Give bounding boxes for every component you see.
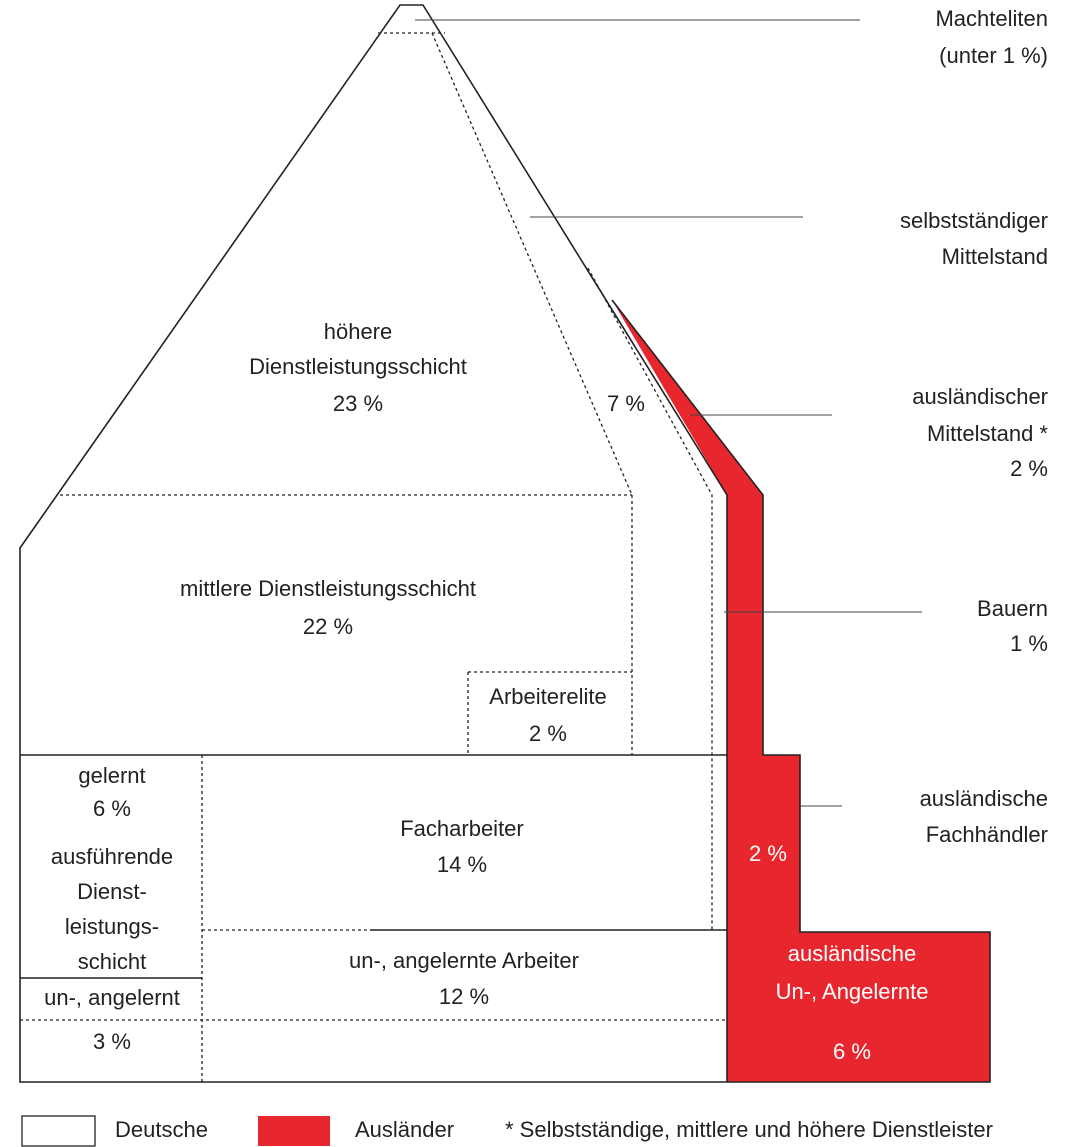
label: höhere bbox=[324, 319, 393, 344]
label: (unter 1 %) bbox=[939, 43, 1048, 68]
label: Ausländer bbox=[355, 1117, 454, 1142]
label: 23 % bbox=[333, 391, 383, 416]
label: mittlere Dienstleistungsschicht bbox=[180, 576, 476, 601]
label: un-, angelernte Arbeiter bbox=[349, 948, 579, 973]
outline-strokes bbox=[20, 299, 991, 1083]
label: leistungs- bbox=[65, 914, 159, 939]
label: Arbeiterelite bbox=[489, 684, 606, 709]
label: selbstständiger bbox=[900, 208, 1048, 233]
leader-lines bbox=[415, 19, 922, 807]
label: ausländischer bbox=[912, 384, 1048, 409]
label: 3 % bbox=[93, 1029, 131, 1054]
label: 2 % bbox=[529, 721, 567, 746]
label: Machteliten bbox=[935, 6, 1048, 31]
label: Bauern bbox=[977, 596, 1048, 621]
label: 7 % bbox=[607, 391, 645, 416]
foreigners-area bbox=[612, 300, 990, 1082]
label: Facharbeiter bbox=[400, 816, 524, 841]
label: 6 % bbox=[833, 1039, 871, 1064]
legend-swatch bbox=[21, 1115, 96, 1147]
label: ausländische bbox=[788, 941, 916, 966]
label: Mittelstand * bbox=[927, 421, 1048, 446]
label: 22 % bbox=[303, 614, 353, 639]
label: Un-, Angelernte bbox=[776, 979, 929, 1004]
house-outline bbox=[19, 4, 728, 1083]
label: 12 % bbox=[439, 984, 489, 1009]
label: 1 % bbox=[1010, 631, 1048, 656]
label: * Selbstständige, mittlere und höhere Di… bbox=[505, 1117, 993, 1142]
label: gelernt bbox=[78, 763, 145, 788]
label: 2 % bbox=[749, 841, 787, 866]
label: ausländische bbox=[920, 786, 1048, 811]
label: Dienstleistungsschicht bbox=[249, 354, 467, 379]
label: Mittelstand bbox=[942, 244, 1048, 269]
label: 6 % bbox=[93, 796, 131, 821]
label: Fachhändler bbox=[926, 822, 1048, 847]
label: ausführende bbox=[51, 844, 173, 869]
label: Deutsche bbox=[115, 1117, 208, 1142]
legend-swatch bbox=[258, 1116, 330, 1146]
label: Dienst- bbox=[77, 879, 147, 904]
label: 2 % bbox=[1010, 456, 1048, 481]
dotted-lines bbox=[20, 32, 727, 1082]
label: 14 % bbox=[437, 852, 487, 877]
label: un-, angelernt bbox=[44, 985, 180, 1010]
label: schicht bbox=[78, 949, 146, 974]
